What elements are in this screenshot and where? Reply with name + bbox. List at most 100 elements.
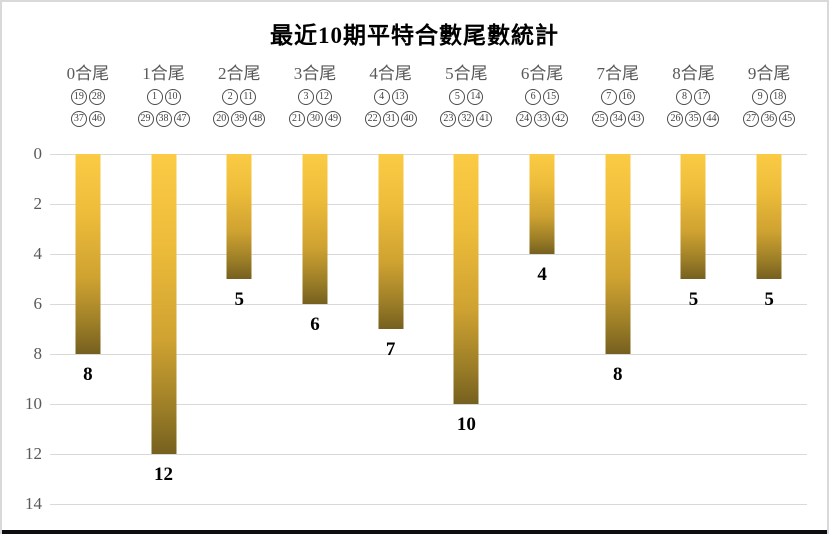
gridline [50, 454, 807, 455]
bar [378, 154, 404, 329]
ball-number-circle: 15 [543, 89, 560, 106]
category-label: 4合尾 [369, 64, 412, 83]
category-label: 7合尾 [596, 64, 640, 83]
bar [151, 154, 177, 454]
category-label: 3合尾 [293, 64, 337, 83]
ball-number-row: 20 39 48 [201, 108, 277, 130]
ball-number-circle: 27 [743, 111, 760, 128]
ball-number-circle: 14 [467, 89, 484, 106]
category-label: 1合尾 [142, 64, 185, 83]
category-column: 9合尾 9 18 27 36 45 [731, 62, 807, 148]
bar-value-label: 5 [688, 289, 699, 310]
category-label: 0合尾 [66, 64, 110, 83]
bar [302, 154, 328, 304]
bar [680, 154, 706, 279]
ball-number-row: 5 14 [429, 86, 505, 108]
y-axis-tick-label: 10 [25, 394, 42, 413]
y-axis-tick-label: 14 [25, 494, 42, 513]
ball-number-circle: 47 [173, 111, 190, 128]
ball-number-row: 22 31 40 [353, 108, 429, 130]
bar [453, 154, 479, 404]
bar [605, 154, 631, 354]
category-label: 6合尾 [520, 64, 564, 83]
ball-number-circle: 4 [373, 89, 390, 106]
ball-number-circle: 25 [591, 111, 608, 128]
category-column: 5合尾 5 14 23 32 41 [429, 62, 505, 148]
ball-number-circle: 30 [306, 111, 323, 128]
ball-number-circle: 29 [137, 111, 154, 128]
category-label: 8合尾 [672, 64, 715, 83]
category-column: 6合尾 6 15 24 33 42 [504, 62, 580, 148]
bar-column: 8 [580, 154, 656, 504]
ball-number-row: 8 17 [656, 86, 732, 108]
ball-number-circle: 12 [315, 89, 332, 106]
ball-number-circle: 1 [146, 89, 163, 106]
ball-number-circle: 42 [552, 111, 569, 128]
y-axis-tick-label: 8 [33, 344, 43, 363]
ball-number-circle: 41 [476, 111, 493, 128]
ball-number-circle: 18 [770, 89, 787, 106]
plot-area: 8 12 5 6 7 10 4 8 5 5 [50, 154, 807, 505]
ball-number-circle: 46 [88, 111, 105, 128]
bar-column: 4 [504, 154, 580, 504]
ball-number-row: 29 38 47 [126, 108, 202, 130]
ball-number-row: 37 46 [50, 108, 126, 130]
ball-number-row: 21 30 49 [277, 108, 353, 130]
bar-column: 5 [201, 154, 277, 504]
ball-number-circle: 5 [449, 89, 466, 106]
ball-number-circle: 21 [288, 111, 305, 128]
ball-number-circle: 49 [324, 111, 341, 128]
gridline [50, 404, 807, 405]
ball-number-circle: 36 [761, 111, 778, 128]
ball-number-circle: 26 [667, 111, 684, 128]
ball-number-row: 23 32 41 [429, 108, 505, 130]
ball-number-circle: 28 [88, 89, 105, 106]
gridline [50, 354, 807, 355]
ball-number-circle: 22 [364, 111, 381, 128]
category-column: 2合尾 2 11 20 39 48 [201, 62, 277, 148]
ball-number-circle: 13 [391, 89, 408, 106]
y-axis-tick-label: 4 [33, 244, 43, 263]
bars-row: 8 12 5 6 7 10 4 8 5 5 [50, 154, 807, 504]
ball-number-circle: 6 [525, 89, 542, 106]
ball-number-circle: 7 [600, 89, 617, 106]
bar-column: 7 [353, 154, 429, 504]
ball-number-circle: 35 [685, 111, 702, 128]
category-header-row: 0合尾 19 28 37 46 1合尾 1 10 29 38 47 2合尾 2 11 20 39 48 3合尾 3 1… [50, 62, 807, 148]
ball-number-row: 9 18 [731, 86, 807, 108]
y-axis-tick-label: 0 [33, 144, 43, 163]
chart-title: 最近10期平特合數尾數統計 [270, 23, 559, 48]
ball-number-row: 19 28 [50, 86, 126, 108]
y-axis-tick-label: 6 [33, 294, 43, 313]
ball-number-circle: 9 [752, 89, 769, 106]
ball-number-row: 24 33 42 [504, 108, 580, 130]
ball-number-row: 1 10 [126, 86, 202, 108]
bar [226, 154, 252, 279]
ball-number-circle: 37 [70, 111, 87, 128]
ball-number-circle: 40 [400, 111, 417, 128]
category-column: 3合尾 3 12 21 30 49 [277, 62, 353, 148]
ball-number-circle: 34 [609, 111, 626, 128]
ball-number-circle: 19 [70, 89, 87, 106]
category-label: 2合尾 [218, 64, 261, 83]
gridline [50, 504, 807, 505]
gridline [50, 204, 807, 205]
bar-column: 5 [656, 154, 732, 504]
ball-number-circle: 3 [297, 89, 314, 106]
bar-value-label: 5 [234, 289, 245, 310]
ball-number-circle: 44 [703, 111, 720, 128]
ball-number-circle: 20 [213, 111, 230, 128]
category-column: 0合尾 19 28 37 46 [50, 62, 126, 148]
ball-number-circle: 33 [534, 111, 551, 128]
bar-value-label: 8 [83, 364, 93, 385]
ball-number-circle: 43 [627, 111, 644, 128]
bar-column: 12 [126, 154, 202, 504]
ball-number-circle: 2 [222, 89, 239, 106]
ball-number-row: 4 13 [353, 86, 429, 108]
y-axis-tick-label: 12 [25, 444, 42, 463]
category-label: 9合尾 [747, 64, 791, 83]
ball-number-circle: 38 [155, 111, 172, 128]
ball-number-circle: 8 [676, 89, 693, 106]
bar-column: 10 [429, 154, 505, 504]
